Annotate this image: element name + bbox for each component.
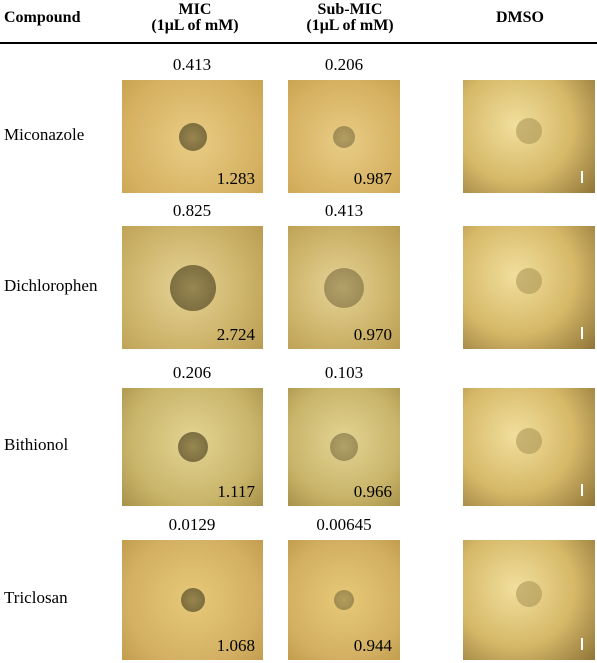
header-sub-mic-title: Sub-MIC xyxy=(317,1,383,18)
plate-image: 1.068 xyxy=(122,540,263,660)
header-mic-title: MIC xyxy=(178,1,212,18)
dmso-image xyxy=(463,388,595,506)
concentration-label: 0.206 xyxy=(324,55,364,74)
header-sub-mic: Sub-MIC (1μL of mM) xyxy=(285,2,415,34)
concentration-label: 0.413 xyxy=(324,201,364,220)
concentration-label: 0.206 xyxy=(172,363,212,382)
compound-name: Miconazole xyxy=(4,124,85,144)
header-mic-unit: (1μL of mM) xyxy=(151,17,239,34)
concentration-label: 0.00645 xyxy=(316,515,372,534)
concentration-label: 0.103 xyxy=(324,363,364,382)
plate-image: 1.117 xyxy=(122,388,263,506)
plate-image: 0.970 xyxy=(288,226,400,349)
disk xyxy=(177,432,208,462)
disk xyxy=(180,588,205,612)
scale-bar xyxy=(581,484,583,496)
dmso-image xyxy=(463,226,595,349)
zone-value: 1.117 xyxy=(217,482,255,501)
disk xyxy=(516,581,542,607)
plate-image: 0.944 xyxy=(288,540,400,660)
header-rule xyxy=(0,42,597,44)
dmso-image xyxy=(463,540,595,660)
concentration-label: 0.413 xyxy=(172,55,212,74)
zone-value: 1.068 xyxy=(216,636,255,655)
concentration-label: 0.825 xyxy=(172,201,212,220)
header-sub-mic-unit: (1μL of mM) xyxy=(306,17,394,34)
zone-value: 0.966 xyxy=(353,482,392,501)
zone-value: 1.283 xyxy=(216,169,255,188)
zone-value: 0.970 xyxy=(353,325,392,344)
scale-bar xyxy=(581,171,583,183)
compound-name: Dichlorophen xyxy=(4,275,98,295)
plate-image: 2.724 xyxy=(122,226,263,349)
disk xyxy=(178,122,207,151)
header-mic: MIC (1μL of mM) xyxy=(130,2,260,34)
disk xyxy=(169,264,216,311)
disk xyxy=(324,267,364,308)
disk xyxy=(516,268,542,295)
scale-bar xyxy=(581,638,583,650)
compound-name: Triclosan xyxy=(4,588,68,607)
compound-name: Bithionol xyxy=(4,435,69,454)
scale-bar xyxy=(581,327,583,339)
plate-image: 1.283 xyxy=(122,80,263,193)
header-compound: Compound xyxy=(4,9,81,26)
disk xyxy=(516,428,542,455)
plate-image: 0.987 xyxy=(288,80,400,193)
zone-value: 0.944 xyxy=(353,636,392,655)
concentration-label: 0.0129 xyxy=(168,515,216,534)
zone-value: 0.987 xyxy=(353,169,392,188)
disk xyxy=(330,433,358,461)
plate-image: 0.966 xyxy=(288,388,400,506)
disk xyxy=(333,125,355,148)
disk xyxy=(334,590,354,610)
disk xyxy=(516,117,542,144)
zone-value: 2.724 xyxy=(216,325,255,344)
header-dmso: DMSO xyxy=(496,9,544,26)
dmso-image xyxy=(463,80,595,193)
